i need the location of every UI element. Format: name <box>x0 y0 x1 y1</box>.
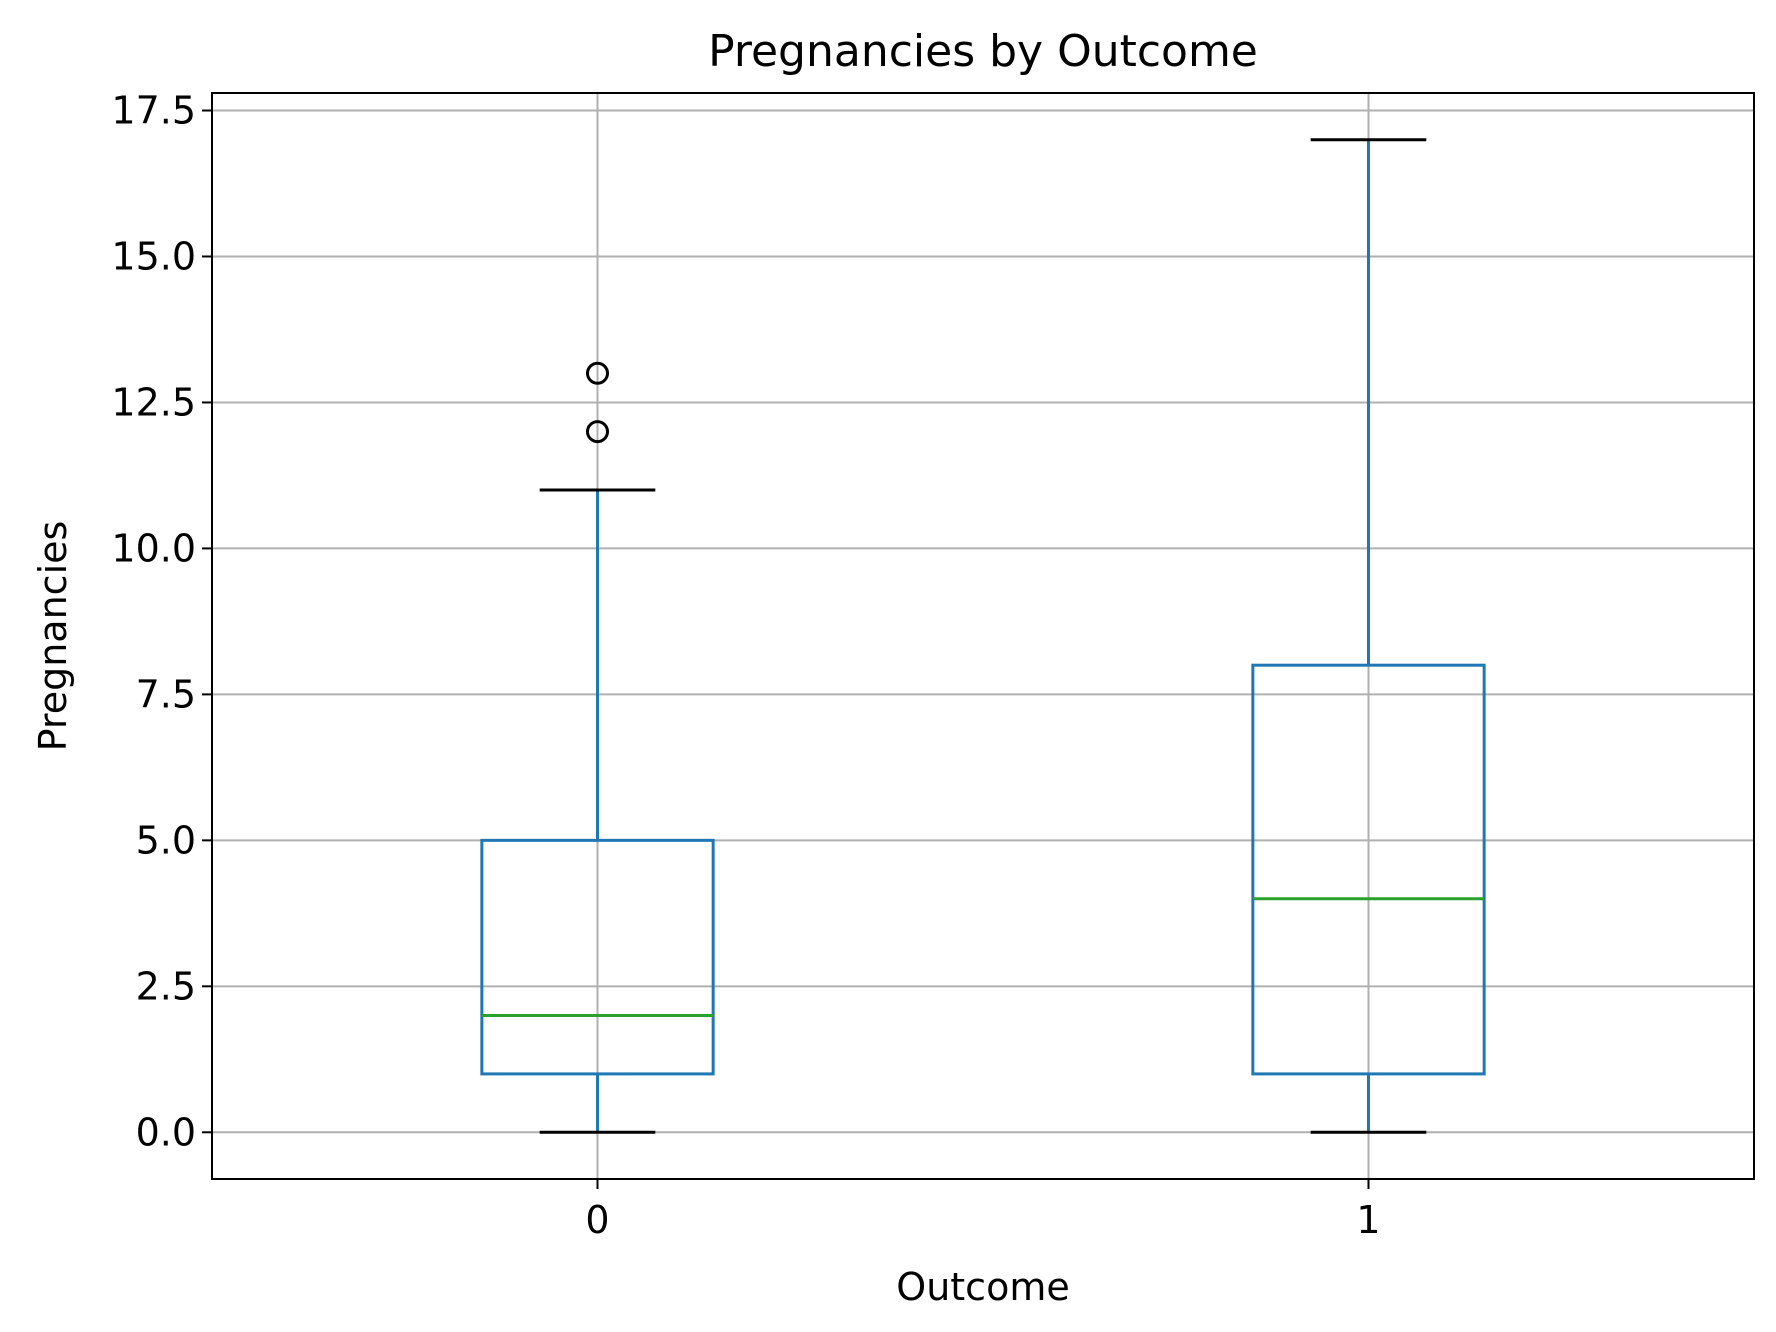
chart-title: Pregnancies by Outcome <box>708 26 1258 77</box>
plot-frame <box>211 92 1755 1180</box>
x-tick-label: 1 <box>1356 1198 1380 1242</box>
outlier-point <box>586 420 609 444</box>
y-tick-label: 10.0 <box>111 526 196 570</box>
y-tick-label: 0.0 <box>136 1110 196 1154</box>
outlier-point <box>586 361 609 385</box>
y-axis-label: Pregnancies <box>31 521 75 752</box>
iqr-box <box>480 838 715 1076</box>
x-tick-label: 0 <box>585 1198 609 1242</box>
y-tick-label: 12.5 <box>111 380 196 424</box>
y-tick-label: 5.0 <box>136 818 196 862</box>
tick-layer: 0.0 2.5 5.0 7.5 10.0 12.5 15.0 17.5 0 1 <box>111 89 1380 1242</box>
y-tick-label: 2.5 <box>136 964 196 1008</box>
grid-layer <box>212 93 1754 1179</box>
iqr-box <box>1251 663 1486 1076</box>
y-tick-label: 15.0 <box>111 234 196 278</box>
x-axis-label: Outcome <box>896 1265 1069 1309</box>
y-tick-label: 7.5 <box>136 672 196 716</box>
y-tick-label: 17.5 <box>111 89 196 133</box>
box-layer <box>480 138 1486 1134</box>
